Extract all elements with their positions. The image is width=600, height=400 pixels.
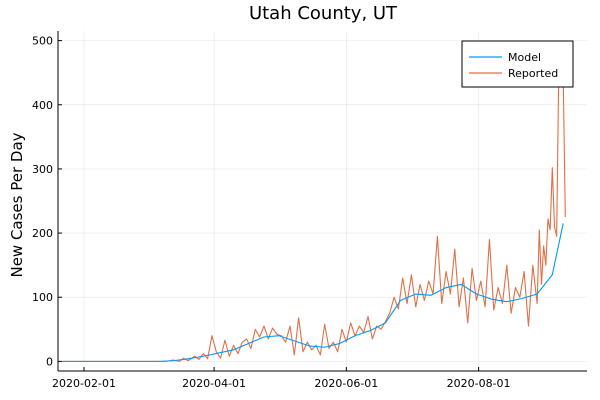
y-axis-label: New Cases Per Day [8, 132, 26, 277]
x-tick-label-0: 2020-02-01 [52, 377, 116, 390]
y-tick-label-1: 100 [32, 291, 53, 304]
legend: Model Reported [461, 40, 574, 88]
chart-title: Utah County, UT [249, 3, 398, 24]
y-tick-label-5: 500 [32, 35, 53, 48]
series-line-model [62, 223, 564, 362]
x-tick-label-3: 2020-08-01 [447, 377, 511, 390]
y-tick-label-3: 300 [32, 163, 53, 176]
legend-label-model: Model [508, 51, 541, 64]
x-tick-label-2: 2020-06-01 [314, 377, 378, 390]
x-tick-label-1: 2020-04-01 [182, 377, 246, 390]
series-layer [62, 41, 566, 362]
axes: 2020-02-01 2020-04-01 2020-06-01 2020-08-01… [32, 31, 587, 390]
legend-label-reported: Reported [508, 67, 558, 80]
legend-box [461, 40, 574, 88]
y-tick-label-2: 200 [32, 227, 53, 240]
y-tick-label-0: 0 [46, 355, 53, 368]
y-tick-label-4: 400 [32, 99, 53, 112]
